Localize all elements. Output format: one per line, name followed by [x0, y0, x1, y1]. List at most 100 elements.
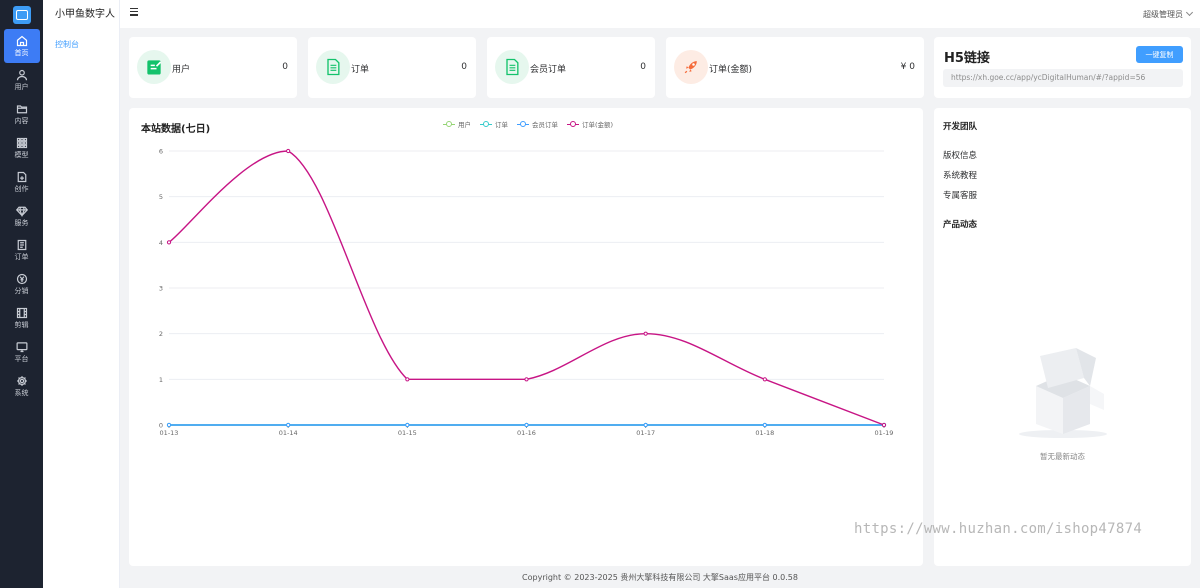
legend-swatch [443, 121, 455, 127]
legend-item[interactable]: 会员订单 [517, 119, 558, 129]
legend-item[interactable]: 订单(金额) [567, 119, 613, 129]
receipt-icon [17, 239, 26, 250]
sidebar-item-label: 内容 [14, 116, 29, 125]
sidebar-item-home[interactable]: 首页 [3, 29, 40, 63]
link-copyright[interactable]: 版权信息 [943, 151, 978, 161]
y-tick-label: 5 [159, 193, 163, 201]
stat-icon-circle [674, 50, 708, 84]
y-tick-label: 3 [159, 285, 163, 293]
data-point[interactable] [166, 422, 172, 428]
h5-link-card: H5链接 一键复制 https://xh.goe.cc/app/ycDigita… [934, 37, 1191, 98]
home-icon [16, 35, 27, 46]
y-tick-label: 0 [159, 422, 163, 430]
folder-icon [16, 104, 27, 113]
legend-item[interactable]: 订单 [480, 119, 508, 129]
stat-label: 订单(金额) [709, 65, 753, 75]
stat-label: 会员订单 [530, 65, 567, 75]
brand-name: 小甲鱼数字人 [55, 9, 115, 20]
empty-box-illustration [1019, 348, 1107, 438]
x-tick-label: 01-17 [636, 429, 655, 437]
x-tick-label: 01-14 [279, 429, 298, 437]
legend-swatch [480, 121, 492, 127]
diamond-icon [15, 206, 28, 217]
data-point[interactable] [405, 377, 410, 382]
y-tick-label: 6 [159, 148, 163, 156]
line-chart: 0 1 2 3 4 5 6 01-13 01-14 01-15 01-16 01-17 01-18 01-… [159, 148, 894, 438]
sidebar-item-label: 系统 [14, 388, 29, 397]
stat-card-users: 用户 0 [129, 37, 297, 98]
sidebar-item-gear[interactable]: 系统 [4, 369, 40, 403]
legend-swatch [567, 121, 579, 127]
sidebar-item-grid[interactable]: 模型 [4, 131, 40, 165]
sidebar-item-film[interactable]: 剪辑 [4, 301, 40, 335]
doc-icon [327, 58, 340, 76]
sidebar-item-yen-circle[interactable]: 分销 [4, 267, 40, 301]
watermark-text: https://www.huzhan.com/ishop47874 [854, 521, 1143, 537]
film-icon [16, 307, 27, 318]
empty-state-text: 暂无最新动态 [1040, 452, 1085, 461]
y-tick-label: 2 [159, 330, 163, 338]
data-point[interactable] [166, 240, 172, 245]
stat-card-member-orders: 会员订单 0 [487, 37, 655, 98]
site-data-chart-card: 0 1 2 3 4 5 6 01-13 01-14 01-15 01-16 01-17 01-18 01-… [129, 108, 923, 566]
legend-item[interactable]: 用户 [443, 119, 471, 129]
data-point[interactable] [643, 422, 648, 428]
sidebar-item-label: 订单 [14, 252, 29, 261]
h5-title: H5链接 [944, 51, 990, 66]
stat-value: 0 [282, 62, 288, 72]
x-tick-label: 01-19 [875, 429, 894, 437]
data-point[interactable] [643, 331, 648, 336]
data-point[interactable] [524, 377, 529, 382]
x-tick-label: 01-18 [755, 429, 774, 437]
doc-icon [506, 58, 519, 76]
x-tick-label: 01-16 [517, 429, 536, 437]
sidebar-item-label: 首页 [14, 48, 29, 57]
stat-icon-circle [316, 50, 350, 84]
sidebar-item-label: 服务 [14, 218, 29, 227]
sidebar-item-diamond[interactable]: 服务 [4, 199, 40, 233]
copy-link-button[interactable]: 一键复制 [1136, 46, 1183, 63]
data-point[interactable] [881, 422, 887, 428]
file-plus-icon [17, 171, 26, 182]
app-logo [12, 6, 31, 24]
user-dropdown[interactable]: 超级管理员 [1143, 9, 1192, 20]
monitor-icon [16, 341, 27, 352]
data-point[interactable] [286, 422, 291, 428]
sidebar-item-label: 分销 [14, 286, 29, 295]
legend-swatch [517, 121, 529, 127]
stat-card-order-amount: 订单(金额) ¥ 0 [666, 37, 924, 98]
h5-url-field[interactable]: https://xh.goe.cc/app/ycDigitalHuman/#/?… [943, 69, 1183, 87]
menu-item-dashboard[interactable]: 控制台 [55, 40, 79, 49]
legend-label: 会员订单 [532, 121, 558, 129]
sidebar-item-file-plus[interactable]: 创作 [4, 165, 40, 199]
data-point[interactable] [762, 422, 767, 428]
sidebar-item-user[interactable]: 用户 [4, 63, 40, 97]
data-point[interactable] [405, 422, 410, 428]
product-news-title: 产品动态 [943, 220, 978, 230]
gear-icon [16, 375, 27, 386]
rail-menu: 首页用户内容模型 创作服务订单分销剪辑 平台系统 [0, 29, 43, 403]
info-panel: 开发团队 版权信息 系统教程 专属客服 产品动态 暂无最新动态 [934, 108, 1191, 566]
stat-icon-circle [137, 50, 171, 84]
icon-rail: 首页用户内容模型 创作服务订单分销剪辑 平台系统 [0, 0, 43, 588]
sidebar-item-folder[interactable]: 内容 [4, 97, 40, 131]
data-point[interactable] [524, 422, 529, 428]
sidebar-item-monitor[interactable]: 平台 [4, 335, 40, 369]
data-point[interactable] [762, 377, 767, 382]
stat-value: ¥ 0 [900, 62, 915, 72]
dev-team-title: 开发团队 [943, 122, 978, 132]
legend-label: 订单(金额) [582, 121, 614, 129]
chart-legend: 用户 订单 会员订单 订单(金额) [443, 119, 613, 129]
rocket-icon [684, 61, 697, 74]
stat-label: 订单 [351, 65, 370, 75]
sidebar-item-receipt[interactable]: 订单 [4, 233, 40, 267]
link-tutorial[interactable]: 系统教程 [943, 171, 978, 181]
legend-label: 订单 [495, 121, 508, 129]
footer-copyright: Copyright © 2023-2025 贵州大擎科技有限公司 大擎Saas应… [522, 573, 798, 582]
link-support[interactable]: 专属客服 [943, 191, 978, 201]
x-tick-label: 01-15 [398, 429, 417, 437]
legend-label: 用户 [458, 121, 471, 129]
stat-label: 用户 [172, 65, 191, 75]
data-point[interactable] [286, 148, 291, 154]
menu-toggle-icon[interactable] [130, 8, 138, 16]
